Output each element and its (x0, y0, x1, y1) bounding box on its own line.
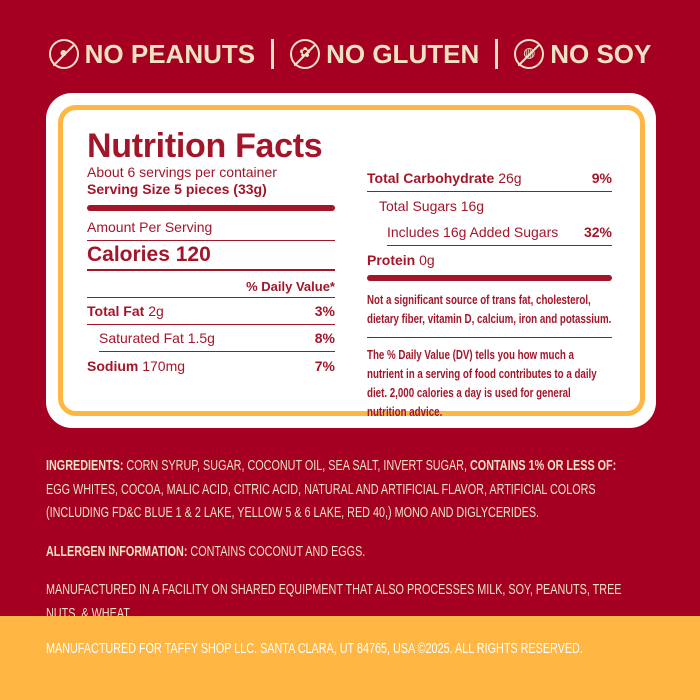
nutrient-name: Protein (367, 251, 416, 268)
ingredients: INGREDIENTS: CORN SYRUP, SUGAR, COCONUT … (46, 455, 627, 526)
row-sodium: Sodium 170mg 7% (87, 352, 335, 379)
footer-band (0, 616, 700, 700)
nutrient-amount: 170mg (142, 357, 186, 374)
row-protein: Protein 0g (367, 246, 612, 273)
nutrient-name: Total Carbohydrate (367, 170, 495, 186)
row-total-carbohydrate: Total Carbohydrate 26g 9% (367, 165, 612, 192)
ingredients-label: INGREDIENTS: (46, 458, 124, 474)
nutrient-dv: 3% (314, 303, 335, 319)
nutrient-name: Total Fat (87, 303, 145, 319)
row-saturated-fat: Saturated Fat 1.5g 8% (99, 325, 335, 352)
row-added-sugars: Includes 16g Added Sugars 32% (387, 219, 612, 246)
nutrient-dv: 7% (314, 357, 335, 374)
nutrient-dv: 32% (583, 224, 612, 240)
divider (87, 205, 335, 211)
nutrient-name: Includes 16g Added Sugars (387, 224, 559, 240)
nutrient-name: Total Sugars (379, 197, 457, 214)
calories: Calories 120 (87, 241, 335, 271)
row-total-sugars: Total Sugars 16g (379, 192, 612, 219)
nutrition-left-column: Nutrition Facts About 6 servings per con… (87, 128, 335, 379)
ingredients-section: INGREDIENTS: CORN SYRUP, SUGAR, COCONUT … (46, 455, 627, 641)
nutrient-dv: 9% (591, 170, 612, 186)
nutrient-name: Saturated Fat (99, 330, 184, 346)
row-total-fat: Total Fat 2g 3% (87, 298, 335, 325)
claim-no-peanuts: ● NO PEANUTS (48, 38, 256, 70)
allergen-text: CONTAINS COCONUT AND EGGS. (187, 543, 366, 560)
divider (367, 275, 612, 281)
card-border (58, 105, 645, 416)
claim-no-soy: ◍ NO SOY (514, 39, 651, 70)
nutrient-amount: 16g (460, 197, 485, 214)
no-peanuts-icon: ● (48, 39, 79, 69)
no-soy-icon: ◍ (514, 39, 545, 69)
divider (495, 39, 499, 69)
ingredients-text: CORN SYRUP, SUGAR, COCONUT OIL, SEA SALT… (123, 458, 470, 474)
amount-per-serving: Amount Per Serving (87, 219, 335, 241)
nutrition-title: Nutrition Facts (87, 127, 323, 165)
footer-text: MANUFACTURED FOR TAFFY SHOP LLC. SANTA C… (46, 641, 583, 657)
nutrient-dv: 8% (314, 330, 335, 346)
nutrient-amount: 26g (498, 170, 522, 186)
nutrient-name: Sodium (87, 357, 139, 374)
nutrient-amount: 1.5g (187, 330, 215, 346)
nutrition-right-column: Total Carbohydrate 26g 9% Total Sugars 16… (367, 165, 612, 422)
divider (271, 39, 275, 69)
allergen-information: ALLERGEN INFORMATION: CONTAINS COCONUT A… (46, 541, 627, 565)
ingredients-text-minor: EGG WHITES, COCOA, MALIC ACID, CITRIC AC… (46, 481, 596, 522)
ingredients-label-minor: CONTAINS 1% OR LESS OF: (469, 458, 617, 474)
claim-no-gluten: ✿ NO GLUTEN (290, 39, 479, 70)
serving-size: Serving Size 5 pieces (33g) (87, 181, 267, 197)
servings: About 6 servings per container (87, 164, 277, 180)
note-not-significant: Not a significant source of trans fat, c… (367, 293, 612, 326)
claim-label: NO PEANUTS (84, 38, 256, 69)
allergen-label: ALLERGEN INFORMATION: (46, 543, 188, 560)
no-gluten-icon: ✿ (290, 39, 321, 69)
allergen-claims-banner: ● NO PEANUTS ✿ NO GLUTEN ◍ NO SOY (0, 36, 700, 72)
nutrient-amount: 2g (148, 303, 164, 319)
nutrition-card (46, 93, 656, 428)
claim-label: NO GLUTEN (326, 38, 480, 69)
claim-label: NO SOY (550, 38, 652, 69)
note-daily-value: The % Daily Value (DV) tells you how muc… (367, 348, 597, 419)
nutrient-amount: 0g (419, 251, 435, 268)
divider (367, 337, 612, 338)
dv-header: % Daily Value* (87, 271, 335, 298)
